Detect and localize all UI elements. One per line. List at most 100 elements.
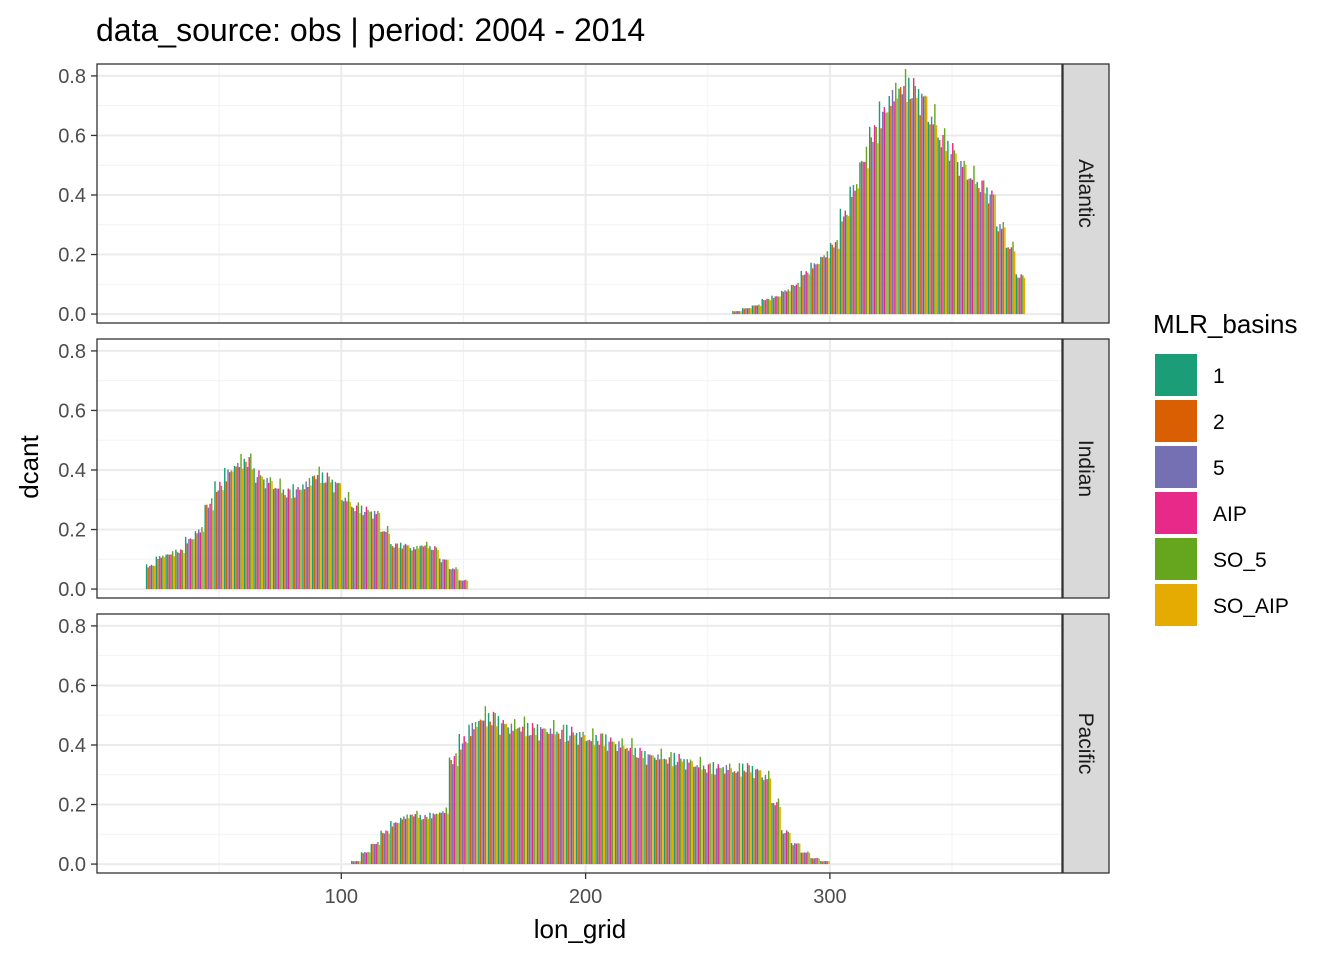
- bar: [375, 514, 377, 590]
- bar: [808, 852, 811, 865]
- bar: [649, 754, 651, 865]
- bar: [728, 763, 731, 865]
- bar: [492, 711, 495, 865]
- bar: [909, 98, 912, 315]
- bar: [461, 743, 464, 865]
- bar: [611, 741, 614, 865]
- bar: [859, 162, 861, 315]
- bar: [619, 747, 622, 865]
- bar: [535, 734, 537, 865]
- bar: [605, 734, 607, 865]
- y-tick-label: 0.8: [58, 341, 86, 363]
- bar: [681, 761, 684, 865]
- bar: [986, 187, 988, 315]
- bar: [689, 759, 692, 865]
- bar: [789, 291, 791, 315]
- bar: [258, 470, 260, 590]
- bar: [595, 734, 597, 865]
- y-tick-label: 0.6: [58, 400, 86, 422]
- bar: [645, 764, 648, 865]
- bar: [378, 512, 381, 590]
- bar: [305, 481, 307, 590]
- bar: [274, 487, 276, 590]
- bar: [810, 858, 812, 865]
- bar: [735, 311, 737, 315]
- bar: [855, 184, 858, 315]
- bar: [737, 771, 739, 865]
- legend-label: SO_5: [1213, 549, 1267, 572]
- bar: [502, 720, 504, 865]
- bar: [753, 778, 755, 865]
- bar: [347, 491, 350, 590]
- bar: [308, 478, 311, 590]
- bar: [463, 580, 465, 590]
- bar: [738, 763, 741, 865]
- bar: [272, 488, 275, 590]
- bar: [616, 750, 618, 865]
- bar: [414, 814, 417, 865]
- bar: [798, 286, 801, 315]
- bar: [930, 116, 933, 315]
- bar: [424, 815, 426, 865]
- y-tick-label: 0.8: [58, 66, 86, 88]
- bar: [748, 307, 750, 315]
- bar: [434, 546, 436, 590]
- bar: [631, 738, 633, 865]
- bar: [613, 741, 615, 865]
- bar: [624, 748, 627, 865]
- bar: [199, 532, 202, 590]
- bar: [720, 768, 723, 865]
- bar: [191, 539, 193, 590]
- bar: [427, 548, 430, 590]
- bar: [437, 814, 439, 865]
- bar: [797, 843, 799, 865]
- bar: [393, 822, 395, 865]
- bar: [1015, 274, 1018, 315]
- bar: [427, 818, 430, 865]
- bar: [209, 503, 211, 590]
- bar: [864, 161, 866, 315]
- bar: [657, 754, 659, 865]
- bar: [652, 755, 654, 865]
- bar: [711, 773, 713, 865]
- bar: [279, 478, 281, 590]
- bar: [996, 226, 998, 315]
- bar: [399, 542, 402, 590]
- bar: [847, 216, 850, 315]
- bar: [388, 833, 390, 865]
- bar: [934, 104, 936, 315]
- bar: [390, 821, 392, 865]
- bar: [564, 741, 566, 865]
- bar: [891, 89, 894, 315]
- bar: [450, 759, 452, 865]
- bar: [807, 851, 809, 865]
- bar: [377, 510, 379, 590]
- bar: [453, 756, 456, 865]
- bar: [867, 168, 869, 315]
- bar: [792, 845, 794, 865]
- bar: [828, 861, 830, 865]
- bar: [461, 580, 464, 590]
- bar: [243, 458, 246, 590]
- bar: [650, 755, 653, 865]
- bar: [971, 179, 974, 315]
- bar: [637, 757, 640, 865]
- bar: [416, 546, 418, 590]
- bar: [693, 766, 695, 865]
- bar: [593, 745, 596, 865]
- bar: [738, 311, 741, 315]
- bar: [269, 477, 272, 590]
- bar: [727, 769, 729, 865]
- bar: [671, 766, 674, 865]
- bar: [254, 482, 257, 590]
- bar: [175, 549, 177, 590]
- bar: [445, 559, 447, 590]
- bar: [688, 762, 690, 865]
- bar: [916, 97, 918, 315]
- bar: [795, 843, 798, 865]
- bar: [500, 723, 503, 865]
- facet-strip-label: Atlantic: [1074, 159, 1097, 228]
- bar: [973, 165, 975, 315]
- bar: [777, 296, 780, 315]
